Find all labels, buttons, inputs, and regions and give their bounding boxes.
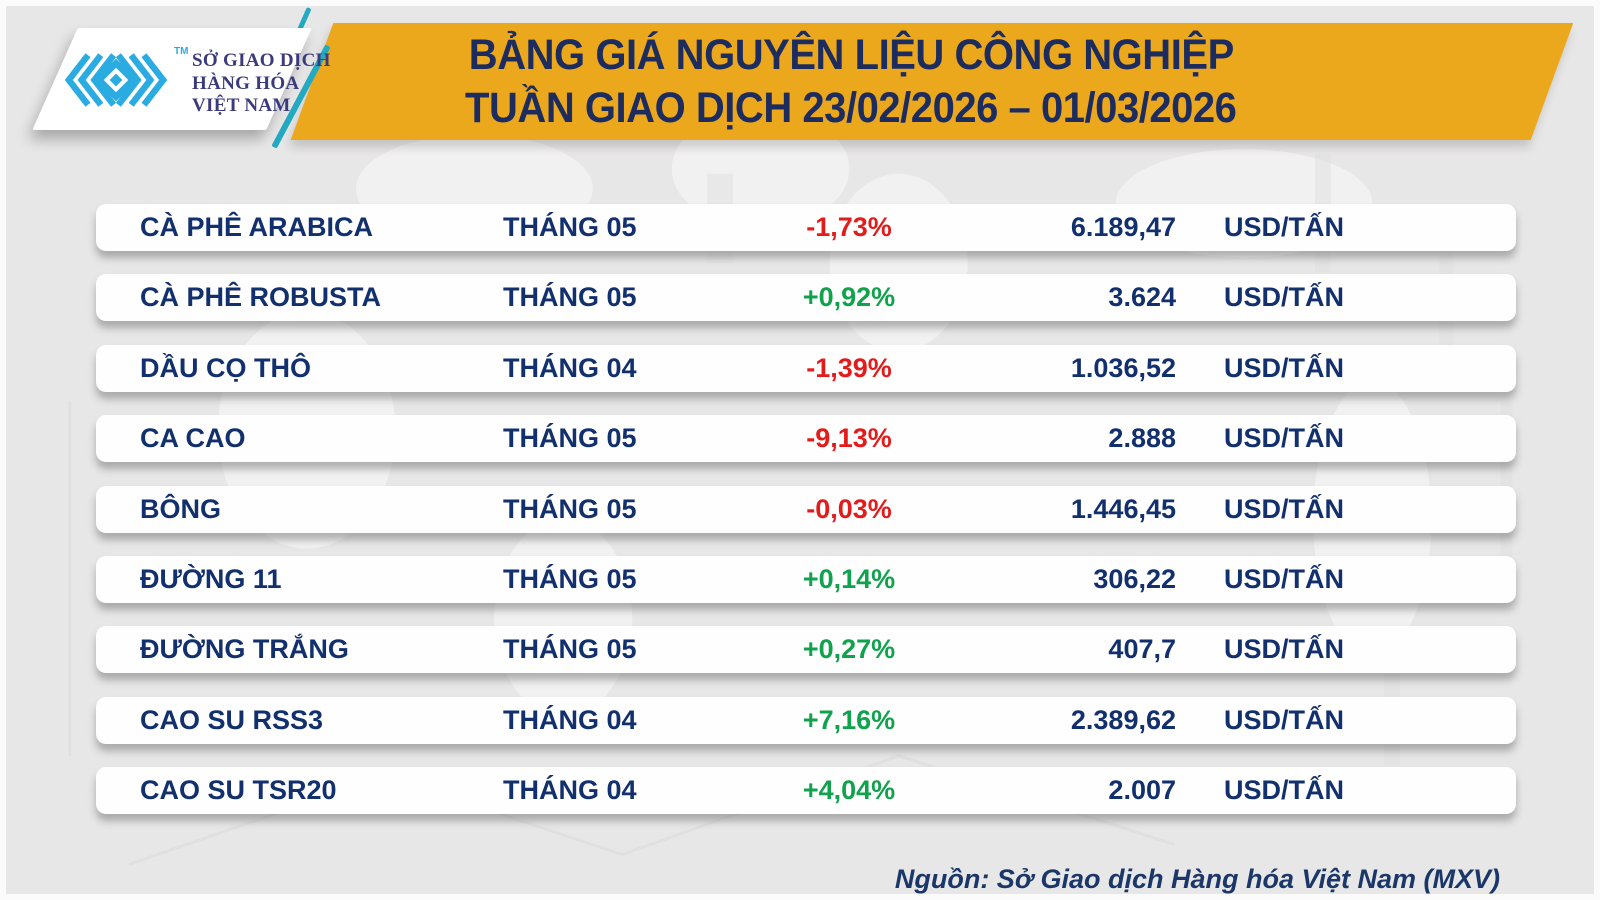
infographic-background: TM SỞ GIAO DỊCH HÀNG HÓA VIỆT NAM BẢNG G… [6, 6, 1594, 894]
weekly-change: +7,16% [802, 705, 896, 735]
price-value: 3.624 [1108, 282, 1176, 312]
trademark-symbol: TM [174, 46, 189, 57]
price-table-row: BÔNG THÁNG 05 -0,03% 1.446,45 USD/TẤN [96, 486, 1516, 533]
commodity-name: CÀ PHÊ ARABICA [140, 212, 374, 242]
price-table-row: DẦU CỌ THÔ THÁNG 04 -1,39% 1.036,52 USD/… [96, 345, 1516, 392]
mxv-logo-icon [64, 53, 168, 107]
contract-month: THÁNG 05 [503, 212, 637, 242]
page-title-line1: BẢNG GIÁ NGUYÊN LIỆU CÔNG NGHIỆP [468, 30, 1234, 79]
commodity-name: BÔNG [140, 494, 221, 524]
contract-month: THÁNG 05 [503, 564, 637, 594]
contract-month: THÁNG 04 [503, 353, 637, 383]
contract-month: THÁNG 05 [503, 282, 637, 312]
commodity-name: CAO SU TSR20 [140, 775, 337, 805]
price-unit: USD/TẤN [1224, 634, 1344, 664]
price-table-row: CA CAO THÁNG 05 -9,13% 2.888 USD/TẤN [96, 415, 1516, 462]
price-unit: USD/TẤN [1224, 494, 1344, 524]
price-value: 2.888 [1108, 423, 1176, 453]
price-table-row: CÀ PHÊ ARABICA THÁNG 05 -1,73% 6.189,47 … [96, 204, 1516, 251]
commodity-name: CÀ PHÊ ROBUSTA [140, 282, 382, 312]
price-value: 306,22 [1093, 564, 1176, 594]
price-value: 6.189,47 [1070, 212, 1176, 242]
commodity-name: CA CAO [140, 423, 246, 453]
price-table-row: ĐƯỜNG 11 THÁNG 05 +0,14% 306,22 USD/TẤN [96, 556, 1516, 603]
price-value: 1.446,45 [1070, 494, 1176, 524]
exchange-name-line3: VIỆT NAM [192, 95, 291, 116]
price-value: 2.007 [1108, 775, 1176, 805]
contract-month: THÁNG 05 [503, 634, 637, 664]
weekly-change: -1,73% [806, 212, 892, 242]
price-unit: USD/TẤN [1224, 282, 1344, 312]
contract-month: THÁNG 04 [503, 705, 637, 735]
price-unit: USD/TẤN [1224, 564, 1344, 594]
weekly-change: +0,14% [802, 564, 896, 594]
price-unit: USD/TẤN [1224, 705, 1344, 735]
commodity-name: ĐƯỜNG 11 [140, 564, 282, 594]
commodity-name: DẦU CỌ THÔ [140, 353, 311, 383]
page-title: BẢNG GIÁ NGUYÊN LIỆU CÔNG NGHIỆP TUẦN GI… [296, 23, 1406, 140]
commodity-name: CAO SU RSS3 [140, 705, 324, 735]
weekly-change: -0,03% [806, 494, 892, 524]
contract-month: THÁNG 04 [503, 775, 637, 805]
contract-month: THÁNG 05 [503, 494, 637, 524]
exchange-name: SỞ GIAO DỊCH HÀNG HÓA VIỆT NAM [192, 50, 331, 118]
source-credit: Nguồn: Sở Giao dịch Hàng hóa Việt Nam (M… [894, 864, 1500, 894]
price-table-row: CAO SU TSR20 THÁNG 04 +4,04% 2.007 USD/T… [96, 767, 1516, 814]
contract-month: THÁNG 05 [503, 423, 637, 453]
price-unit: USD/TẤN [1224, 212, 1344, 242]
price-value: 2.389,62 [1070, 705, 1176, 735]
weekly-change: -1,39% [806, 353, 892, 383]
exchange-name-line1: SỞ GIAO DỊCH [192, 50, 331, 71]
price-table-row: CÀ PHÊ ROBUSTA THÁNG 05 +0,92% 3.624 USD… [96, 274, 1516, 321]
weekly-change: -9,13% [806, 423, 892, 453]
price-value: 1.036,52 [1070, 353, 1176, 383]
weekly-change: +0,27% [802, 634, 896, 664]
price-table-row: ĐƯỜNG TRẮNG THÁNG 05 +0,27% 407,7 USD/TẤ… [96, 626, 1516, 673]
weekly-change: +0,92% [802, 282, 896, 312]
price-unit: USD/TẤN [1224, 353, 1344, 383]
page-title-line2: TUẦN GIAO DỊCH 23/02/2026 – 01/03/2026 [465, 83, 1237, 132]
price-unit: USD/TẤN [1224, 423, 1344, 453]
weekly-change: +4,04% [802, 775, 896, 805]
exchange-name-line2: HÀNG HÓA [192, 72, 300, 94]
price-table-row: CAO SU RSS3 THÁNG 04 +7,16% 2.389,62 USD… [96, 697, 1516, 744]
price-unit: USD/TẤN [1224, 775, 1344, 805]
price-value: 407,7 [1108, 634, 1176, 664]
commodity-name: ĐƯỜNG TRẮNG [140, 634, 349, 664]
